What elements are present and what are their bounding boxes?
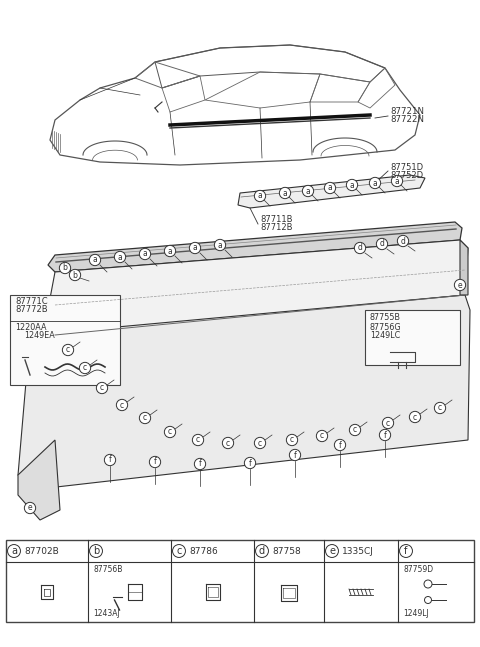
Text: c: c [143,413,147,422]
Text: b: b [72,270,77,280]
Polygon shape [460,240,468,295]
FancyBboxPatch shape [10,295,120,385]
Text: 1249LJ: 1249LJ [403,609,429,619]
Text: f: f [199,459,202,468]
Text: a: a [328,184,332,193]
Text: 1249LC: 1249LC [370,331,400,340]
Text: d: d [358,243,362,252]
Text: c: c [386,419,390,428]
Text: a: a [306,186,311,195]
Text: 87758: 87758 [272,547,301,556]
Text: 87751D: 87751D [390,162,423,171]
Text: a: a [372,179,377,188]
Text: c: c [413,413,417,421]
Polygon shape [45,240,468,335]
Text: a: a [192,243,197,252]
Text: c: c [320,432,324,441]
Text: a: a [118,252,122,261]
Text: c: c [168,428,172,437]
Text: 87721N: 87721N [390,107,424,116]
Text: 87712B: 87712B [260,223,292,232]
Text: d: d [380,239,384,248]
Text: 87752D: 87752D [390,171,423,179]
Text: 87756B: 87756B [93,565,122,575]
Text: c: c [176,546,182,556]
Text: f: f [294,450,296,459]
Text: a: a [349,181,354,190]
Text: 87772B: 87772B [15,305,48,314]
Polygon shape [48,222,462,272]
Polygon shape [18,295,470,490]
FancyBboxPatch shape [6,540,474,622]
Text: e: e [28,503,32,512]
Text: d: d [401,237,406,245]
Text: b: b [62,263,67,272]
Text: 1243AJ: 1243AJ [93,609,120,619]
Text: c: c [196,435,200,444]
Text: 1249EA: 1249EA [24,331,55,340]
Text: b: b [93,546,99,556]
Text: a: a [168,247,172,256]
Text: a: a [283,188,288,197]
Text: c: c [290,435,294,444]
Text: a: a [93,256,97,265]
Polygon shape [238,175,425,208]
Text: a: a [143,250,147,259]
Text: 87771C: 87771C [15,296,48,305]
Text: a: a [395,177,399,186]
Text: 1335CJ: 1335CJ [342,547,374,556]
Text: c: c [226,439,230,448]
Text: f: f [338,441,341,450]
Text: f: f [108,455,111,465]
Text: f: f [384,430,386,439]
Text: a: a [258,192,263,201]
Text: c: c [83,364,87,373]
Text: e: e [329,546,335,556]
Text: f: f [249,459,252,468]
Text: f: f [404,546,408,556]
Text: a: a [217,241,222,250]
Text: 1220AA: 1220AA [15,324,47,333]
Text: c: c [120,400,124,410]
Text: c: c [100,384,104,393]
Text: 87722N: 87722N [390,116,424,124]
Text: c: c [258,439,262,448]
Text: 87786: 87786 [189,547,218,556]
FancyBboxPatch shape [365,310,460,365]
Text: 87756G: 87756G [370,322,402,331]
Text: f: f [154,457,156,466]
Polygon shape [18,440,60,520]
Text: 87711B: 87711B [260,215,292,225]
Text: 87702B: 87702B [24,547,59,556]
Text: c: c [438,404,442,413]
Text: d: d [259,546,265,556]
Text: a: a [11,546,17,556]
Text: e: e [458,281,462,289]
Text: c: c [353,426,357,435]
Text: c: c [66,345,70,355]
Text: 87755B: 87755B [370,314,401,322]
Text: 87759D: 87759D [403,565,433,575]
